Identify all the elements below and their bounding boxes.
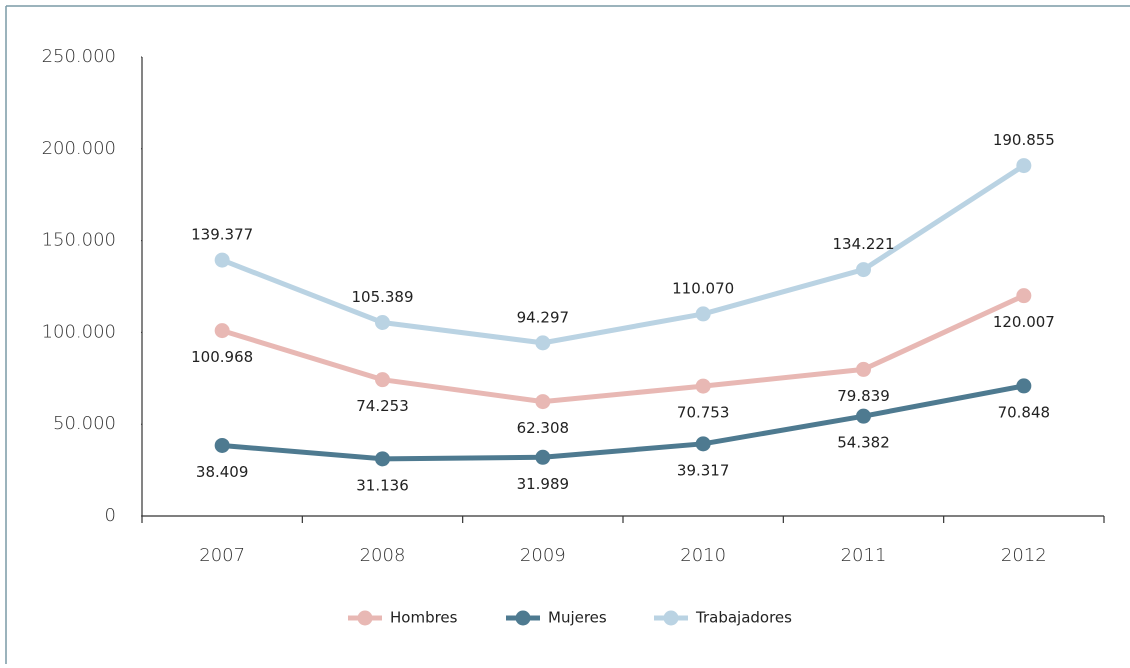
data-label: 105.389: [351, 288, 413, 306]
point: [375, 372, 390, 388]
x-tick-label: 2012: [1001, 545, 1047, 566]
y-tick-label: 250.000: [42, 46, 116, 67]
legend-marker: [515, 610, 531, 626]
point: [856, 262, 871, 278]
series-line: [221, 383, 1025, 462]
data-label: 74.253: [356, 397, 409, 415]
x-tick-label: 2008: [360, 545, 406, 566]
data-label: 134.221: [832, 235, 894, 253]
data-label: 39.317: [677, 461, 730, 479]
data-label: 62.308: [517, 419, 570, 437]
data-label: 54.382: [837, 434, 890, 452]
point: [1016, 378, 1032, 394]
legend-label: Trabajadores: [695, 609, 792, 627]
point: [856, 361, 871, 377]
data-label: 70.848: [998, 403, 1051, 421]
y-tick-label: 150.000: [42, 230, 116, 251]
data-label: 94.297: [517, 308, 570, 326]
point: [695, 436, 711, 452]
data-label: 31.136: [356, 476, 409, 494]
data-label: 139.377: [191, 226, 253, 244]
x-tick-label: 2011: [841, 545, 887, 566]
data-label: 31.989: [517, 475, 570, 493]
point: [535, 449, 551, 465]
legend-marker: [357, 610, 373, 626]
legend-label: Hombres: [390, 609, 458, 627]
data-label: 79.839: [837, 387, 890, 405]
y-tick-label: 50.000: [53, 413, 116, 434]
point: [214, 252, 230, 268]
data-label: 38.409: [196, 463, 249, 481]
legend-marker: [663, 610, 679, 626]
point: [535, 394, 551, 410]
point: [856, 408, 871, 424]
data-label: 70.753: [677, 404, 730, 422]
point: [1016, 288, 1032, 304]
series-line: [221, 293, 1025, 405]
point: [1016, 158, 1032, 174]
point: [375, 451, 390, 467]
data-label: 190.855: [993, 131, 1055, 149]
data-label: 110.070: [672, 279, 734, 297]
point: [375, 315, 390, 331]
x-tick-label: 2007: [199, 545, 245, 566]
y-tick-label: 0: [105, 505, 116, 526]
point: [695, 378, 711, 394]
legend-label: Mujeres: [548, 609, 607, 627]
data-label: 120.007: [993, 313, 1055, 331]
point: [214, 323, 230, 339]
series-line: [221, 163, 1026, 346]
x-tick-label: 2009: [520, 545, 566, 566]
y-tick-label: 100.000: [42, 321, 116, 342]
x-tick-label: 2010: [680, 545, 726, 566]
y-tick-label: 200.000: [42, 138, 116, 159]
point: [214, 437, 230, 453]
data-label: 100.968: [191, 348, 253, 366]
point: [695, 306, 711, 322]
point: [535, 335, 551, 351]
